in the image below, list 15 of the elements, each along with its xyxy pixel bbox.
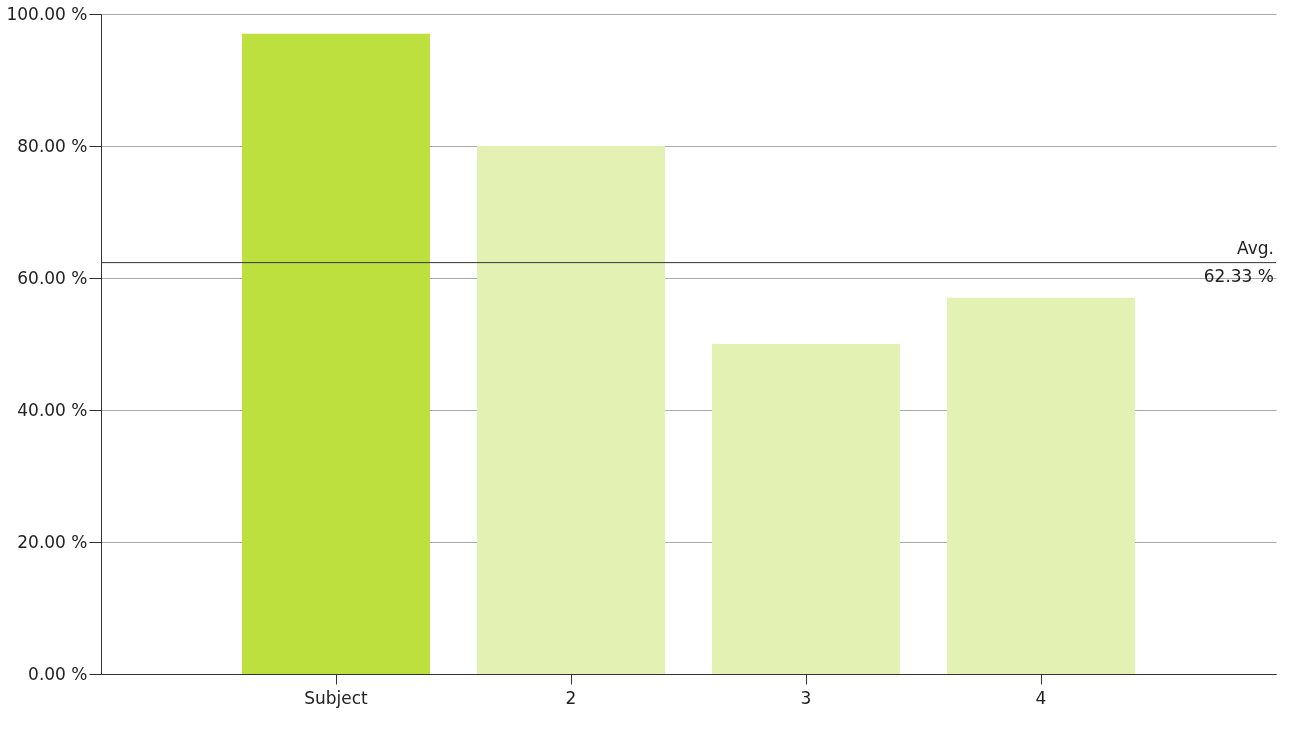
ref-line-label: Avg. 62.33 % bbox=[1203, 237, 1274, 286]
y-tick-label: 80.00 % bbox=[17, 135, 88, 156]
x-tick-label: 2 bbox=[565, 687, 577, 708]
x-tick-label: Subject bbox=[304, 687, 369, 708]
y-tick-label: 40.00 % bbox=[17, 399, 88, 420]
bar bbox=[947, 297, 1135, 674]
bar bbox=[242, 33, 430, 674]
y-tick-label: 60.00 % bbox=[17, 267, 88, 288]
y-tick-label: 20.00 % bbox=[17, 531, 88, 552]
x-tick-label: 3 bbox=[800, 687, 812, 708]
bar bbox=[712, 344, 900, 674]
x-tick-label: 4 bbox=[1035, 687, 1047, 708]
bar bbox=[477, 146, 665, 674]
y-tick-label: 0.00 % bbox=[28, 663, 88, 684]
y-tick-label: 100.00 % bbox=[6, 3, 88, 24]
